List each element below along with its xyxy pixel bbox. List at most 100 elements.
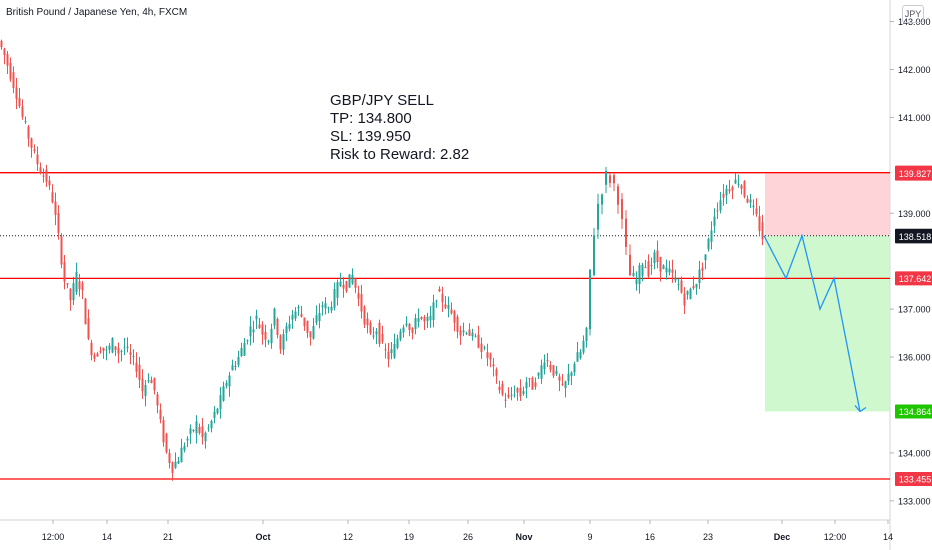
- candle-body: [719, 200, 722, 211]
- stop-loss-zone: [765, 173, 890, 236]
- candle-body: [120, 350, 123, 352]
- candle-body: [534, 382, 537, 387]
- candle-body: [366, 318, 369, 326]
- candle-body: [375, 331, 378, 335]
- projected-path: [763, 233, 861, 412]
- candle-body: [96, 353, 99, 357]
- y-tick-label: 139.000: [898, 209, 931, 219]
- y-tick-label: 133.000: [898, 496, 931, 506]
- candle-body: [39, 167, 42, 174]
- annotation-line-4: Risk to Reward: 2.82: [330, 146, 470, 163]
- price-label-text: 139.827: [899, 169, 932, 179]
- candle-body: [647, 261, 650, 277]
- candle-body: [234, 365, 237, 368]
- price-label-box: [895, 271, 932, 286]
- candle-body: [483, 347, 486, 349]
- candle-body: [33, 149, 36, 152]
- candle-body: [531, 377, 534, 390]
- price-label-text: 137.642: [899, 274, 932, 284]
- candle-body: [132, 355, 135, 357]
- candle-body: [492, 364, 495, 367]
- candle-body: [111, 338, 114, 353]
- candle-body: [228, 375, 231, 387]
- candle-body: [300, 313, 303, 317]
- candle-body: [644, 267, 647, 269]
- candle-body: [384, 349, 387, 351]
- candle-body: [713, 216, 716, 227]
- candle-body: [276, 318, 279, 335]
- candle-body: [613, 175, 615, 184]
- candle-body: [309, 331, 312, 338]
- y-tick-label: 137.000: [898, 305, 931, 315]
- candle-body: [357, 293, 360, 299]
- candle-body: [252, 329, 255, 333]
- candle-body: [528, 378, 531, 380]
- candle-body: [243, 342, 246, 356]
- candle-body: [261, 324, 264, 335]
- candle-body: [635, 279, 638, 284]
- candle-body: [177, 461, 180, 464]
- candle-body: [66, 283, 69, 285]
- candle-body: [18, 98, 21, 107]
- candle-body: [249, 326, 252, 337]
- candle-body: [24, 121, 27, 123]
- candle-body: [42, 175, 45, 177]
- candle-body: [746, 198, 749, 203]
- candle-body: [138, 364, 141, 380]
- candle-body: [369, 322, 372, 334]
- candle-body: [408, 323, 411, 330]
- candle-body: [737, 183, 740, 185]
- candle-body: [601, 194, 603, 205]
- candle-body: [438, 289, 441, 292]
- candle-body: [402, 327, 405, 333]
- candle-body: [625, 218, 627, 247]
- candle-body: [105, 349, 108, 351]
- candle-body: [114, 346, 117, 350]
- candle-body: [60, 236, 63, 265]
- candle-body: [210, 420, 213, 429]
- candle-body: [621, 199, 623, 220]
- candle-body: [225, 382, 228, 386]
- x-tick-label: 14: [883, 532, 893, 542]
- candle-body: [489, 353, 492, 360]
- candle-body: [303, 317, 306, 327]
- candle-body: [573, 363, 576, 373]
- price-label-box: [895, 166, 932, 181]
- candle-body: [270, 328, 273, 344]
- price-label-text: 134.864: [899, 407, 932, 417]
- candle-body: [743, 181, 746, 197]
- y-tick-label: 142.000: [898, 65, 931, 75]
- candle-body: [680, 280, 683, 293]
- candle-body: [561, 383, 564, 385]
- candle-body: [363, 306, 366, 325]
- candle-body: [589, 269, 591, 330]
- candle-body: [198, 426, 201, 434]
- candle-body: [147, 380, 150, 382]
- candle-body: [435, 300, 438, 302]
- candle-body: [405, 323, 408, 326]
- candle-body: [549, 365, 552, 370]
- candle-body: [312, 325, 315, 339]
- candle-body: [81, 283, 84, 291]
- candle-body: [219, 395, 222, 409]
- candle-body: [57, 212, 60, 233]
- candle-body: [683, 293, 686, 306]
- currency-badge[interactable]: JPY: [902, 5, 924, 23]
- x-tick-label: 14: [102, 532, 112, 542]
- candle-body: [141, 378, 144, 392]
- candle-body: [180, 447, 183, 463]
- candle-body: [387, 351, 390, 360]
- candle-body: [201, 426, 204, 438]
- candle-body: [168, 453, 171, 464]
- y-tick-label: 136.000: [898, 353, 931, 363]
- candle-body: [267, 340, 270, 342]
- candle-body: [668, 268, 671, 273]
- candle-body: [189, 428, 192, 434]
- candle-body: [75, 272, 78, 293]
- candle-body: [540, 365, 543, 379]
- candle-body: [420, 316, 423, 319]
- candle-body: [546, 360, 549, 362]
- candle-body: [351, 274, 354, 284]
- candle-body: [653, 252, 656, 264]
